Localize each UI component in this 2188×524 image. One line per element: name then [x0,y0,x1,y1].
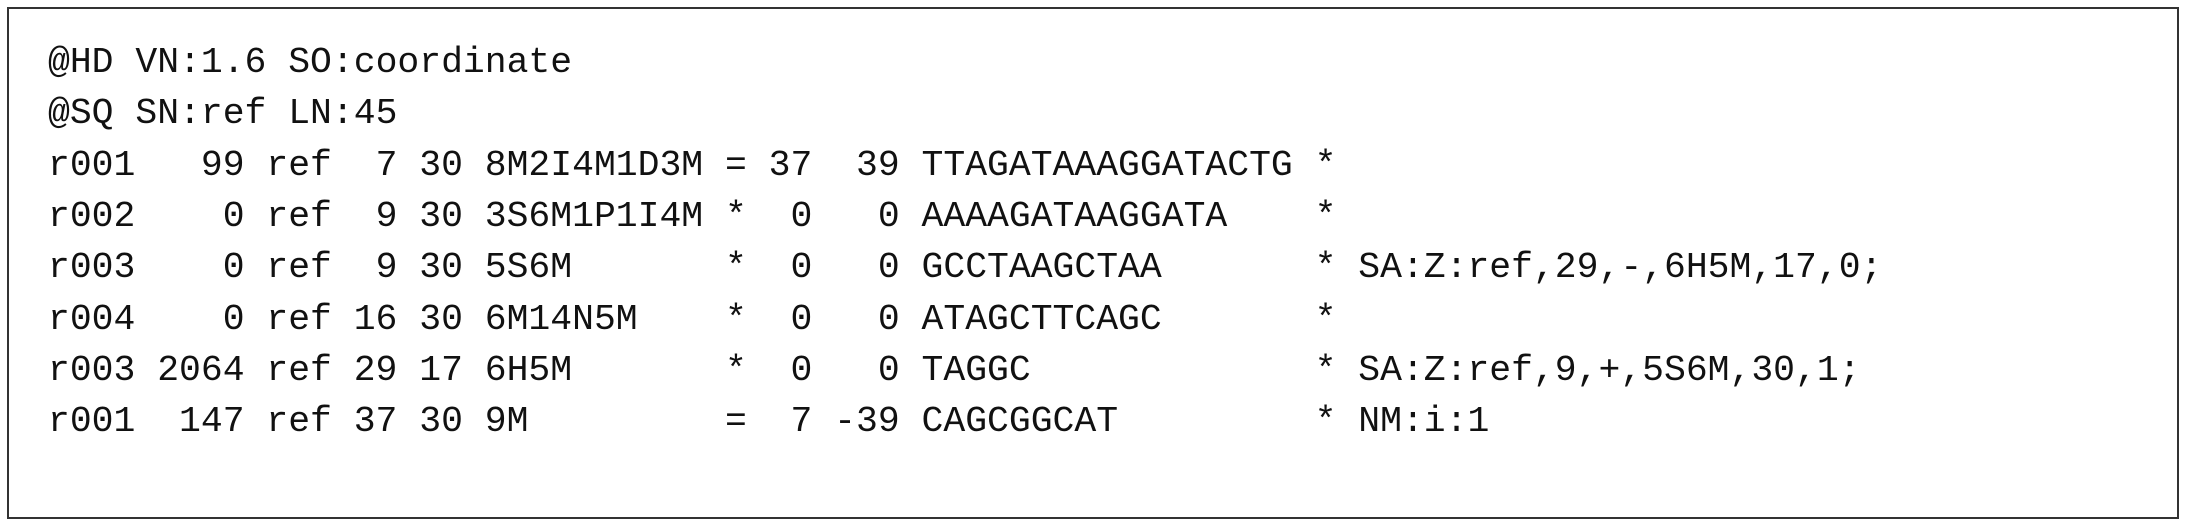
seq-field: TTAGATAAAGGATACTG [921,144,1293,186]
tag-field: NM:i:1 [1358,401,1490,443]
pnext-field: 0 [790,349,813,391]
tlen-field: 0 [877,298,900,340]
tlen-field: -39 [834,401,900,443]
pos-field: 9 [375,195,398,237]
flag-field: 147 [179,401,245,443]
sam-box: @HD VN:1.6 SO:coordinate @SQ SN:ref LN:45… [7,7,2179,519]
qname-field: r001 [48,144,136,186]
qname-field: r002 [48,195,136,237]
pos-field: 7 [375,144,398,186]
cigar-field: 9M [484,401,529,443]
qname-field: r001 [48,401,136,443]
header-line: @SQ SN:ref LN:45 [48,93,398,135]
pnext-field: 37 [768,144,813,186]
flag-field: 0 [222,298,245,340]
rname-field: ref [266,195,332,237]
rnext-field: = [724,401,747,443]
rnext-field: * [724,298,747,340]
qname-field: r003 [48,247,136,289]
qual-field: * [1314,144,1337,186]
mapq-field: 30 [419,247,463,289]
qname-field: r004 [48,298,136,340]
qual-field: * [1314,195,1337,237]
pnext-field: 0 [790,195,813,237]
mapq-field: 30 [419,298,463,340]
tag-field: SA:Z:ref,9,+,5S6M,30,1; [1358,349,1861,391]
rname-field: ref [266,349,332,391]
flag-field: 0 [222,195,245,237]
rname-field: ref [266,401,332,443]
seq-field: AAAAGATAAGGATA [921,195,1228,237]
cigar-field: 6M14N5M [484,298,638,340]
cigar-field: 6H5M [484,349,573,391]
rnext-field: * [724,195,747,237]
cigar-field: 5S6M [484,247,573,289]
pnext-field: 7 [790,401,813,443]
rname-field: ref [266,298,332,340]
rname-field: ref [266,247,332,289]
qual-field: * [1314,247,1337,289]
pos-field: 37 [353,401,398,443]
tlen-field: 39 [856,144,900,186]
mapq-field: 30 [419,144,463,186]
qual-field: * [1314,401,1337,443]
cigar-field: 8M2I4M1D3M [484,144,704,186]
qual-field: * [1314,349,1337,391]
tlen-field: 0 [877,349,900,391]
mapq-field: 30 [419,401,463,443]
flag-field: 0 [222,247,245,289]
tlen-field: 0 [877,247,900,289]
pnext-field: 0 [790,298,813,340]
mapq-field: 17 [419,349,463,391]
cigar-field: 3S6M1P1I4M [484,195,704,237]
pos-field: 16 [353,298,398,340]
rnext-field: * [724,247,747,289]
seq-field: GCCTAAGCTAA [921,247,1162,289]
tlen-field: 0 [877,195,900,237]
header-line: @HD VN:1.6 SO:coordinate [48,42,573,83]
flag-field: 2064 [157,349,245,391]
seq-field: ATAGCTTCAGC [921,298,1162,340]
seq-field: TAGGC [921,349,1031,391]
qual-field: * [1314,298,1337,340]
rnext-field: * [724,349,747,391]
rnext-field: = [724,144,747,186]
mapq-field: 30 [419,195,463,237]
flag-field: 99 [200,144,245,186]
pos-field: 9 [375,247,398,289]
rname-field: ref [266,144,332,186]
tag-field: SA:Z:ref,29,-,6H5M,17,0; [1358,247,1883,289]
pnext-field: 0 [790,247,813,289]
pos-field: 29 [353,349,398,391]
qname-field: r003 [48,349,136,391]
seq-field: CAGCGGCAT [921,401,1119,443]
